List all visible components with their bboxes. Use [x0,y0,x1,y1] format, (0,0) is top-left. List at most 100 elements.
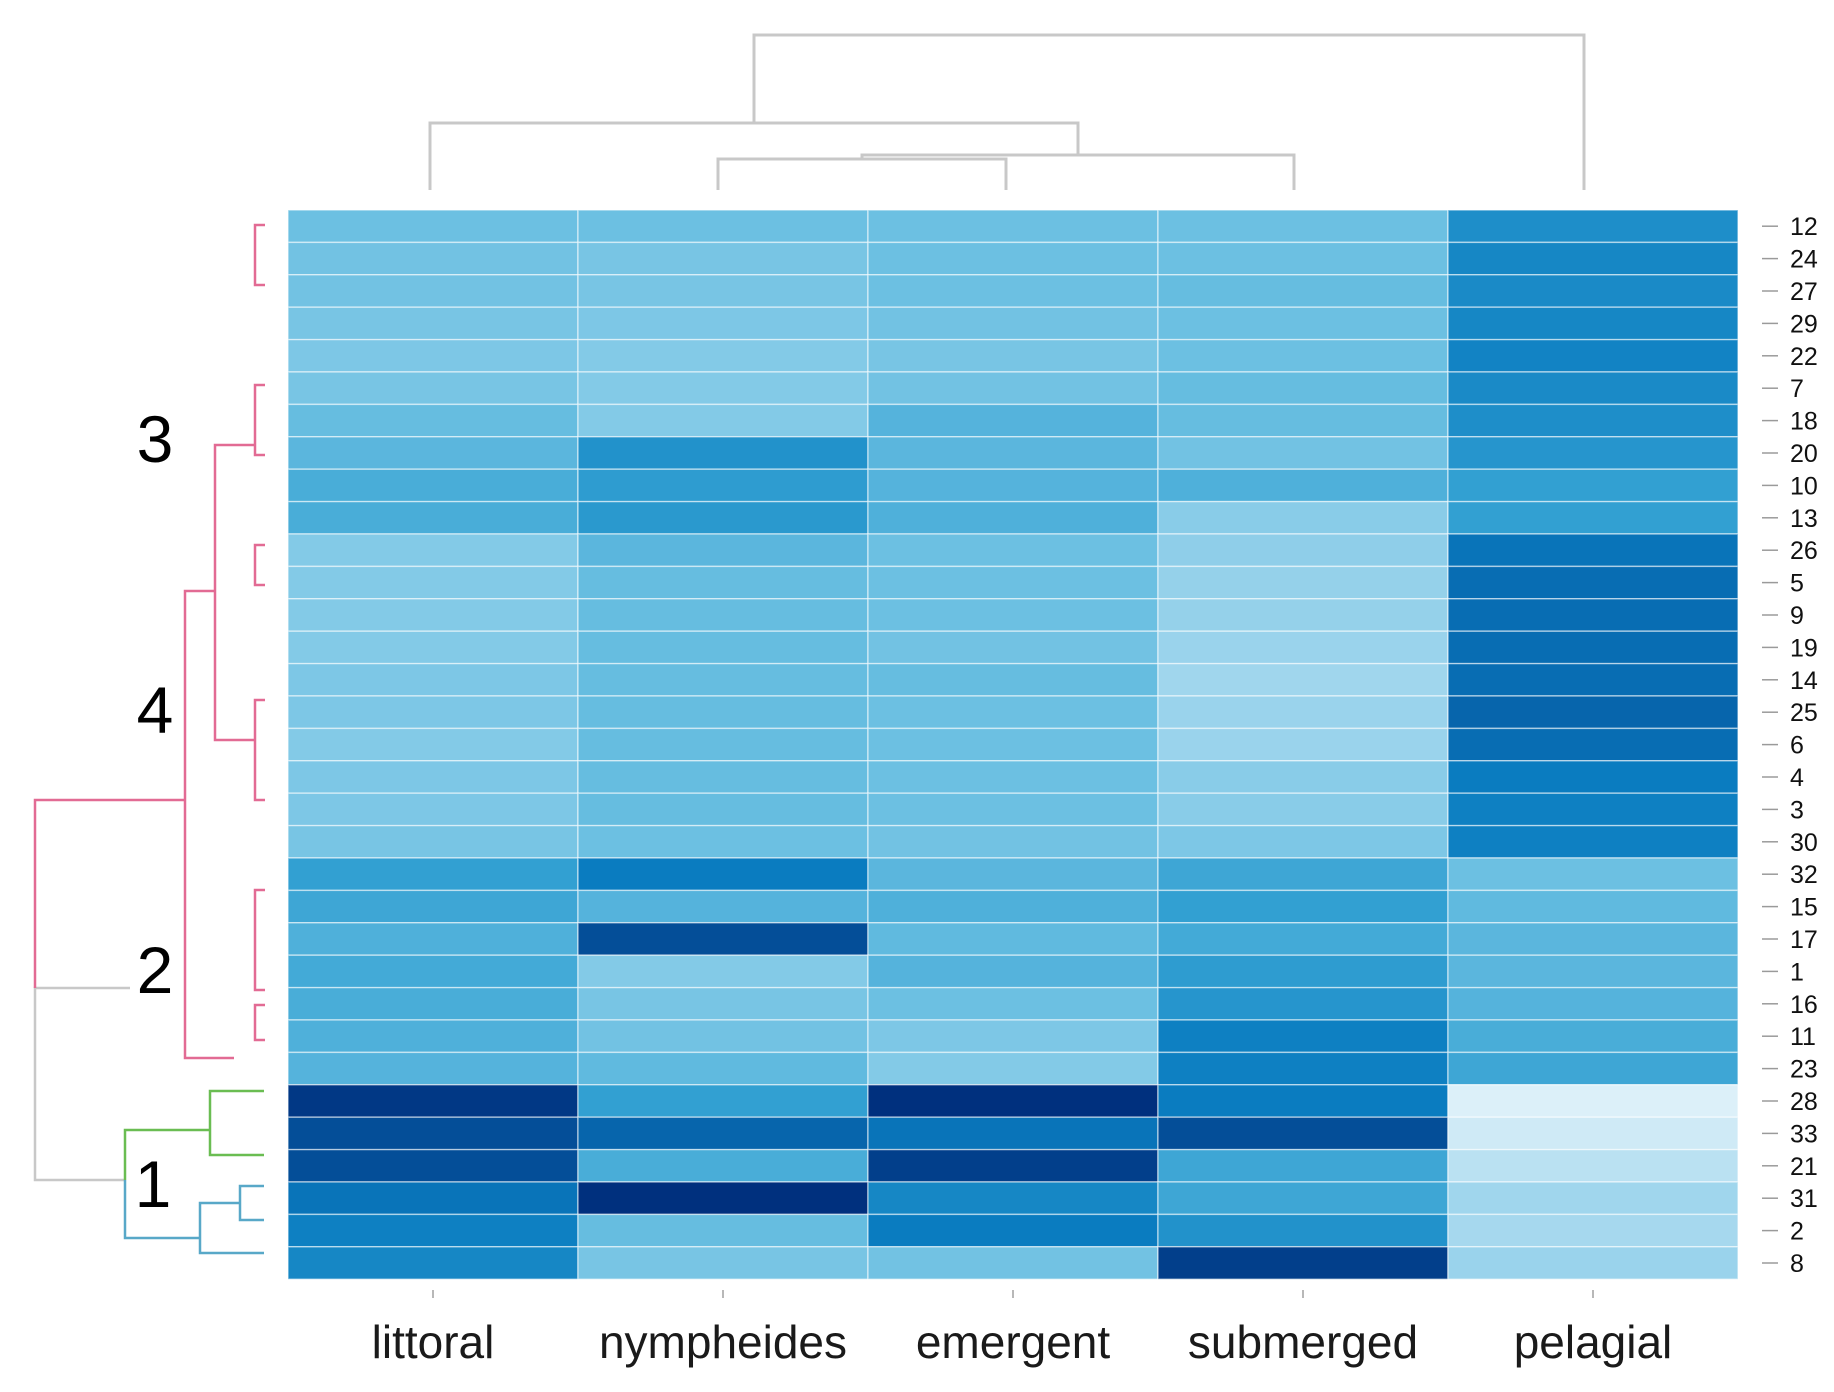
heatmap-cell [867,662,1159,697]
heatmap-cell [867,1213,1159,1248]
heatmap-cell [1447,695,1739,730]
row-label: 33 [1790,1120,1818,1148]
heatmap-cell [287,630,579,665]
heatmap-cell [867,1148,1159,1183]
heatmap-cell [1157,1246,1449,1280]
row-label: 26 [1790,537,1818,565]
row-label: 1 [1790,958,1804,986]
heatmap-cell [1447,1181,1739,1216]
heatmap-cell [577,565,869,600]
heatmap-cell [287,403,579,438]
heatmap-cell [287,533,579,568]
heatmap-cell [867,922,1159,956]
row-label: 12 [1790,213,1818,241]
row-label: 28 [1790,1088,1818,1116]
row-dendrogram-link [253,383,265,457]
heatmap-cell [867,727,1159,762]
cluster-label-3: 3 [137,402,174,476]
heatmap-cell [1157,792,1449,827]
row-dendrogram [33,223,265,1255]
heatmap-cell [1447,1051,1739,1086]
row-ticks: 1224272922718201013265919142564330321517… [1762,213,1818,1278]
heatmap-cell [1447,598,1739,632]
heatmap-cell [1157,954,1449,989]
heatmap-cell [577,533,869,568]
heatmap-cell [577,954,869,989]
row-dendrogram-link [33,798,185,988]
row-dendrogram-link [253,698,265,802]
row-dendrogram-link [213,443,254,742]
heatmap-cell [1447,338,1739,373]
heatmap-cell [577,1019,869,1054]
heatmap-cell [577,1246,869,1280]
row-dendrogram-link [33,986,130,1182]
heatmap-cell [1157,1084,1449,1118]
heatmap-cell [867,1181,1159,1216]
heatmap-cell [577,630,869,665]
heatmap-cell [867,338,1159,373]
heatmap-cell [867,630,1159,665]
row-label: 15 [1790,894,1818,922]
heatmap-cell [1447,533,1739,568]
heatmap-cell [1447,662,1739,697]
row-label: 32 [1790,861,1818,889]
heatmap-cell [1447,241,1739,276]
heatmap-cell [1157,371,1449,406]
heatmap-cell [287,1051,579,1086]
heatmap-cell [867,598,1159,632]
heatmap-cell [867,824,1159,859]
heatmap-cell [867,468,1159,503]
heatmap-cell [867,1019,1159,1054]
heatmap-cell [1157,306,1449,341]
heatmap-cell [577,436,869,470]
heatmap-cell [577,306,869,341]
column-ticks: littoral nympheides emergent submerged pelag… [372,1290,1672,1368]
heatmap-cell [1447,403,1739,438]
heatmap-cell [287,662,579,697]
heatmap-cell [1157,662,1449,697]
row-label: 16 [1790,991,1818,1019]
heatmap-cell [1157,500,1449,535]
row-dendrogram-link [208,1089,264,1157]
heatmap-cell [287,306,579,341]
row-dendrogram-link [253,1003,265,1042]
row-label: 21 [1790,1153,1818,1181]
row-label: 14 [1790,667,1818,695]
row-label: 25 [1790,699,1818,727]
heatmap-cell [287,338,579,373]
heatmap-cell [867,565,1159,600]
heatmap-cell [1157,760,1449,794]
heatmap-cell [287,209,579,244]
column-dendrogram-link [716,157,1008,190]
column-label: littoral [372,1316,495,1368]
row-dendrogram-link [183,589,234,1060]
row-label: 30 [1790,829,1818,857]
row-label: 11 [1790,1023,1816,1051]
heatmap-cell [287,1213,579,1248]
heatmap-cell [1157,630,1449,665]
heatmap-cell [1157,338,1449,373]
heatmap-cell [1157,824,1449,859]
heatmap-cell [1157,695,1449,730]
heatmap-cell [287,727,579,762]
heatmap-cell [867,1246,1159,1280]
heatmap-cell [1157,533,1449,568]
heatmap-cell [1157,1181,1449,1216]
heatmap-cell [867,274,1159,308]
row-dendrogram-link [123,1180,200,1240]
heatmap-cell [867,889,1159,924]
heatmap-cell [867,436,1159,470]
heatmap-cell [577,889,869,924]
row-label: 6 [1790,732,1804,760]
heatmap-cell [867,986,1159,1021]
heatmap-cell [287,500,579,535]
heatmap-cell [1447,306,1739,341]
heatmap-cell [1447,857,1739,892]
heatmap-cell [1447,922,1739,956]
heatmap-cell [577,274,869,308]
heatmap-cell [287,986,579,1021]
heatmap-cell [577,922,869,956]
cluster-labels: 3 4 2 1 [135,402,174,1221]
heatmap-cell [1447,1213,1739,1248]
heatmap-cell [287,274,579,308]
